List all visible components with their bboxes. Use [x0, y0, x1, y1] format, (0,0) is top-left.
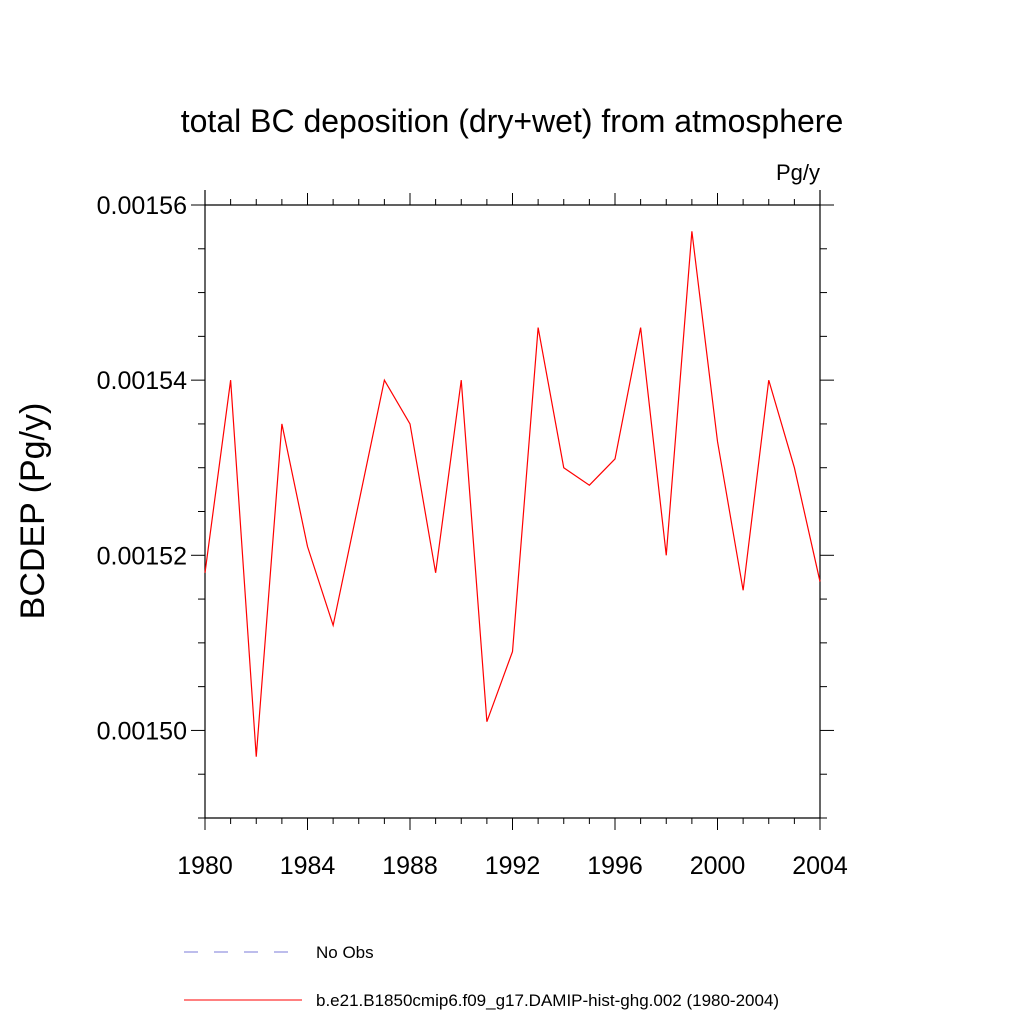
y-axis-label: BCDEP (Pg/y)	[14, 403, 52, 620]
legend-label-1: b.e21.B1850cmip6.f09_g17.DAMIP-hist-ghg.…	[316, 991, 779, 1010]
y-tick-label: 0.00156	[97, 192, 187, 220]
x-tick-label: 2000	[690, 852, 746, 880]
x-tick-label: 1996	[587, 852, 643, 880]
units-label: Pg/y	[776, 160, 820, 185]
x-tick-label: 1992	[485, 852, 541, 880]
legend-label-0: No Obs	[316, 943, 374, 962]
series-line-1	[204, 231, 821, 757]
series-layer	[204, 231, 821, 757]
x-tick-label: 2004	[792, 852, 848, 880]
legend: No Obs b.e21.B1850cmip6.f09_g17.DAMIP-his…	[184, 943, 779, 1010]
axes: 1980 1984 1988 1992 1996 2000 2004 0.00150 0.001…	[97, 190, 848, 880]
x-tick-label: 1984	[280, 852, 336, 880]
x-tick-label: 1988	[382, 852, 438, 880]
y-tick-label: 0.00150	[97, 717, 187, 745]
y-tick-label: 0.00152	[97, 542, 187, 570]
chart-title: total BC deposition (dry+wet) from atmos…	[181, 103, 844, 139]
x-tick-label: 1980	[177, 852, 233, 880]
y-tick-label: 0.00154	[97, 367, 187, 395]
